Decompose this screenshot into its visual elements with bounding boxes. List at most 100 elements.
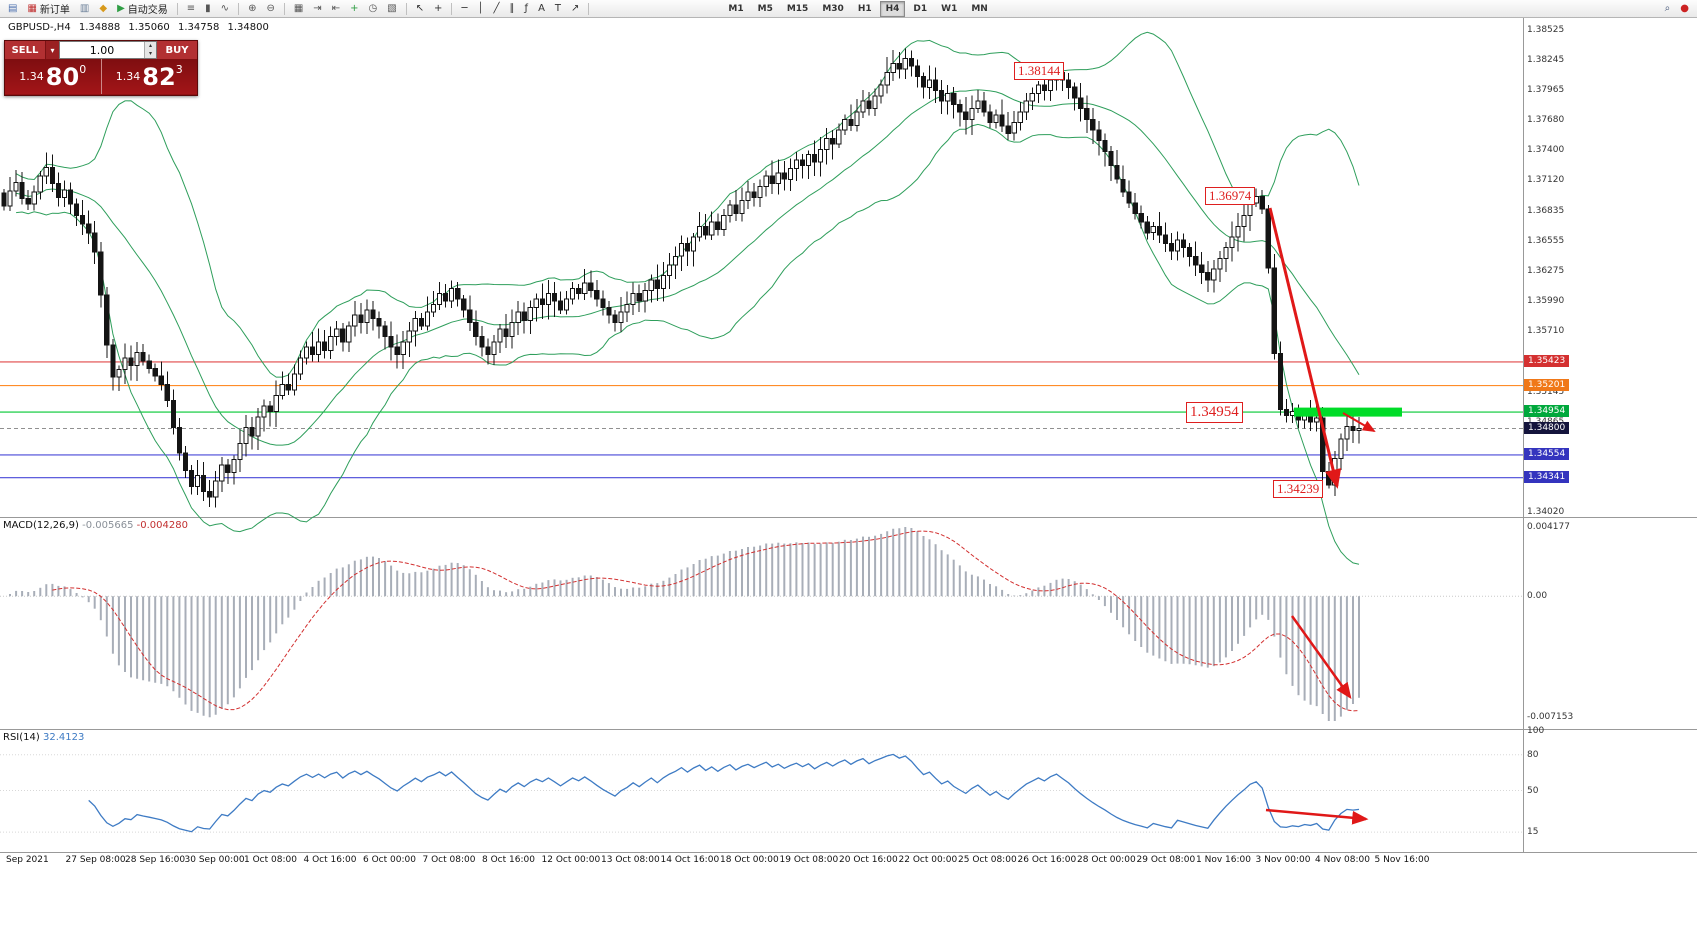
templates-icon[interactable]: ▧ [383,0,400,17]
buy-price-pips: 82 [142,62,176,91]
price-tick: 1.37400 [1527,145,1565,156]
tile-windows-icon: ▦ [293,2,304,14]
time-label: 18 Oct 00:00 [720,855,779,865]
new-order-button-label: 新订单 [39,5,70,16]
fibonacci-icon[interactable]: ƒ [521,0,533,17]
price-badge: 1.35423 [1524,354,1570,367]
community-icon[interactable]: ● [1676,0,1693,17]
fibonacci-icon: ƒ [524,2,529,14]
buy-button[interactable]: 1.34 82 3 [102,59,198,94]
sell-options-dropdown[interactable]: ▾ [45,41,59,59]
chart-shift-icon[interactable]: ⇤ [328,0,344,17]
vertical-line-icon[interactable]: │ [473,0,487,17]
arrow-tools-icon[interactable]: ↗ [567,0,583,17]
timeframe-h1[interactable]: H1 [857,3,872,14]
macd-scale-label: 0.00 [1527,591,1548,602]
timeframe-m5[interactable]: M5 [757,3,773,14]
autotrading-button-label: 自动交易 [127,5,168,16]
timeframe-m1[interactable]: M1 [728,3,744,14]
tile-windows-icon[interactable]: ▦ [290,0,307,17]
macd-signal-value: -0.004280 [136,520,188,531]
price-tick: 1.36555 [1527,235,1565,246]
volume-input[interactable] [60,42,144,58]
one-click-trading-panel: SELL ▾ ▴ ▾ BUY 1.34 80 0 [4,40,198,96]
price-tick: 1.35710 [1527,326,1565,337]
macd-name: MACD(12,26,9) [3,520,79,531]
chart-annotation[interactable]: 1.34954 [1186,402,1243,423]
time-label: 12 Oct 00:00 [541,855,601,865]
channel-icon[interactable]: ∥ [506,0,519,17]
sell-price-pips: 80 [45,62,80,91]
sell-button[interactable]: 1.34 80 0 [5,59,101,94]
macd-signal-line [52,530,1360,712]
bar-chart-icon[interactable]: ≡ [183,0,199,17]
new-order-button[interactable]: ▦ 新订单 [23,0,73,17]
timeframe-mn[interactable]: MN [971,3,988,14]
new-order-icon: ▦ [27,2,37,14]
timeframe-m15[interactable]: M15 [786,3,809,14]
indicators-icon[interactable]: + [346,0,362,17]
time-label: 5 Nov 16:00 [1374,855,1430,865]
rsi-scale-label: 80 [1527,749,1539,760]
time-label: 13 Oct 08:00 [601,855,660,865]
periods-icon[interactable]: ◷ [364,0,381,17]
auto-scroll-icon[interactable]: ⇥ [309,0,325,17]
open-value: 1.34888 [78,22,121,33]
horizontal-line-icon[interactable]: ─ [457,0,471,17]
main-toolbar: ▤ ▦ 新订单 ▥ ◆ ▶ 自动交易 ≡ ▮ ∿ ⊕ ⊖ ▦ ⇥ ⇤ + ◷ ▧ ↖ + ─ │ ╱ ∥ ƒ A T ↗ M1 M5 M1… [0,0,1697,18]
timeframe-w1[interactable]: W1 [941,3,958,14]
rsi-scale-label: 15 [1527,827,1539,838]
zoom-out-icon[interactable]: ⊖ [262,0,278,17]
trend-arrows[interactable] [1265,207,1376,825]
chart-annotation[interactable]: 1.38144 [1014,61,1065,80]
low-value: 1.34758 [177,22,220,33]
chart-annotation[interactable]: 1.36974 [1205,186,1256,206]
time-label: 28 Sep 16:00 [125,855,186,865]
cursor-icon[interactable]: ↖ [412,0,428,17]
macd-scale-label: -0.007153 [1527,712,1574,722]
arrow-tools-icon: ↗ [571,2,580,14]
timeframe-d1[interactable]: D1 [913,3,928,14]
candlestick-chart-icon: ▮ [205,2,211,14]
terminal-icon[interactable]: ▤ [4,0,21,17]
spinner-down-icon[interactable]: ▾ [148,50,152,57]
channel-icon: ∥ [509,2,515,14]
bar-chart-icon: ≡ [186,2,196,14]
trendline-icon[interactable]: ╱ [490,0,504,17]
zoom-out-icon: ⊖ [266,2,275,14]
time-label: 8 Oct 16:00 [482,855,535,865]
price-tick: 1.37120 [1527,175,1565,186]
support-zone-highlight[interactable] [1294,407,1402,417]
horizontal-level-lines[interactable] [0,361,1523,479]
timeframe-m30[interactable]: M30 [822,3,844,14]
favorites-icon[interactable]: ◆ [95,0,111,17]
close-value: 1.34800 [227,22,269,33]
chevron-down-icon: ▾ [50,45,55,55]
label-icon[interactable]: T [551,0,565,17]
timeframe-h4[interactable]: H4 [879,0,906,17]
high-value: 1.35060 [128,22,170,33]
spinner-up-icon[interactable]: ▴ [148,42,152,49]
toolbar-separator [588,2,590,15]
search-icon[interactable]: ⌕ [1661,0,1675,17]
chart-profiles-icon[interactable]: ▥ [76,0,93,17]
line-chart-icon[interactable]: ∿ [217,0,233,17]
text-icon[interactable]: A [534,0,549,17]
sell-tab[interactable]: SELL [5,41,45,59]
price-tick: 1.38525 [1527,25,1565,35]
price-badge: 1.35201 [1524,378,1570,391]
volume-spinner: ▴ ▾ [144,42,156,58]
chart-annotation[interactable]: 1.34239 [1273,479,1324,498]
macd-main-value: -0.005665 [82,520,134,531]
crosshair-icon[interactable]: + [430,0,446,17]
line-chart-icon: ∿ [220,2,230,14]
label-icon: T [554,2,562,14]
zoom-in-icon[interactable]: ⊕ [244,0,260,17]
buy-tab[interactable]: BUY [157,41,197,59]
price-tick: 1.36835 [1527,205,1565,216]
candlestick-chart-icon[interactable]: ▮ [201,0,215,17]
autotrading-button[interactable]: ▶ 自动交易 [113,0,172,17]
macd-scale-label: 0.004177 [1527,522,1570,532]
